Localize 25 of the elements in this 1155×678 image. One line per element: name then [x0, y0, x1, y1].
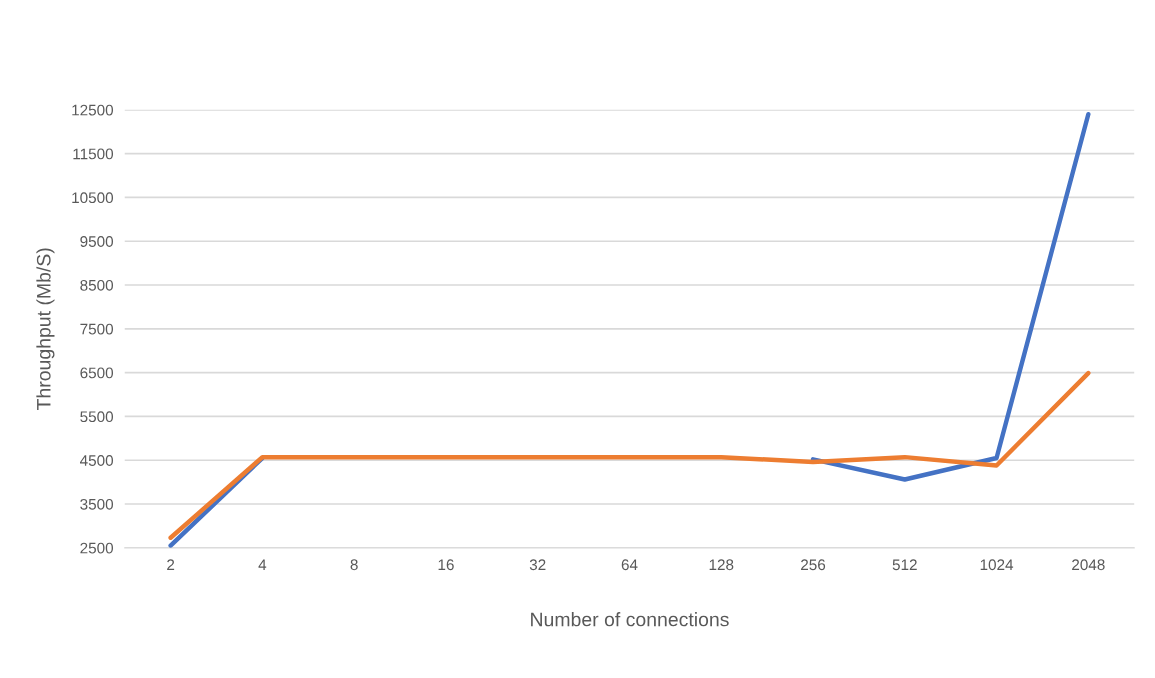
x-tick-label: 8: [350, 559, 358, 571]
y-tick-label: 9500: [80, 236, 114, 247]
x-tick-label: 128: [709, 559, 734, 571]
y-tick-label: 5500: [80, 411, 114, 423]
x-axis-title: Number of connections: [531, 612, 729, 627]
x-tick-label: 2048: [1072, 559, 1105, 571]
y-tick-label: 3500: [80, 498, 114, 510]
y-tick-label: 10500: [72, 192, 114, 204]
x-tick-label: 64: [621, 559, 638, 571]
y-tick-label: 2500: [80, 542, 114, 554]
y-tick-label: 11500: [73, 148, 114, 160]
y-axis-title: Throughput (Mb/S): [36, 248, 55, 410]
x-tick-label: 1024: [980, 559, 1014, 571]
x-tick-label: 2: [167, 559, 175, 571]
y-tick-label: 12500: [72, 104, 114, 116]
y-tick-label: 6500: [80, 367, 114, 379]
y-tick-label: 7500: [80, 323, 114, 335]
x-tick-label: 256: [801, 559, 826, 571]
x-tick-label: 16: [438, 559, 454, 571]
y-tick-label: 4500: [80, 455, 114, 466]
x-tick-label: 32: [529, 559, 546, 571]
y-tick-label: 8500: [80, 279, 114, 291]
x-tick-label: 4: [258, 559, 267, 571]
x-tick-label: 512: [892, 559, 917, 571]
line-series: [168, 370, 1091, 540]
